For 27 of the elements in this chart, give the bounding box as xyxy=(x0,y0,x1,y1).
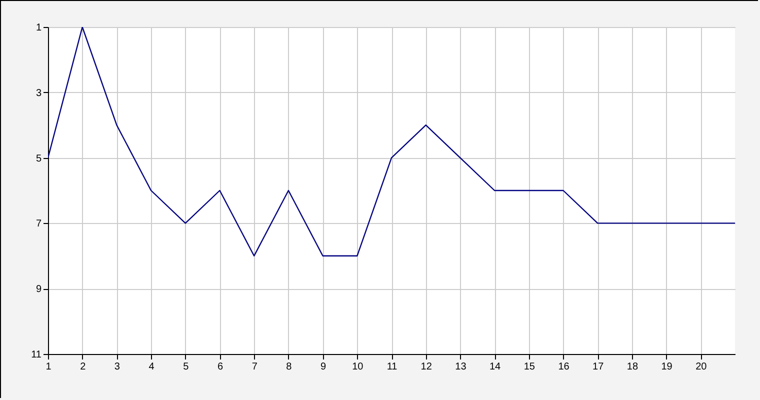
y-tick-label: 3 xyxy=(36,88,42,99)
x-tick-label: 4 xyxy=(148,362,155,372)
line-series xyxy=(48,27,735,256)
y-tick-label: 5 xyxy=(36,153,42,164)
x-tick-label: 8 xyxy=(286,362,292,372)
x-tick-label: 10 xyxy=(352,362,364,372)
x-tick-label: 14 xyxy=(489,362,502,372)
x-tick-label: 9 xyxy=(320,362,327,372)
x-tick-label: 1 xyxy=(46,362,52,372)
x-tick-label: 15 xyxy=(524,362,536,372)
x-tick-label: 12 xyxy=(420,362,432,372)
x-tick-label: 6 xyxy=(217,362,224,372)
x-tick-label: 2 xyxy=(80,362,86,372)
x-tick-label: 5 xyxy=(183,362,190,372)
x-tick-label: 16 xyxy=(558,362,570,372)
x-tick-label: 11 xyxy=(386,362,398,372)
x-tick-label: 7 xyxy=(252,362,258,372)
y-tick-label: 1 xyxy=(36,22,42,34)
x-tick-label: 17 xyxy=(592,362,604,372)
x-tick-label: 13 xyxy=(455,362,467,372)
y-tick-label: 7 xyxy=(36,218,42,230)
x-tick-label: 19 xyxy=(661,362,673,372)
x-tick-label: 3 xyxy=(114,362,120,372)
x-tick-label: 18 xyxy=(626,362,638,372)
y-tick-label: 11 xyxy=(31,350,42,360)
y-tick-label: 9 xyxy=(36,284,42,296)
x-tick-label: 20 xyxy=(696,362,708,372)
